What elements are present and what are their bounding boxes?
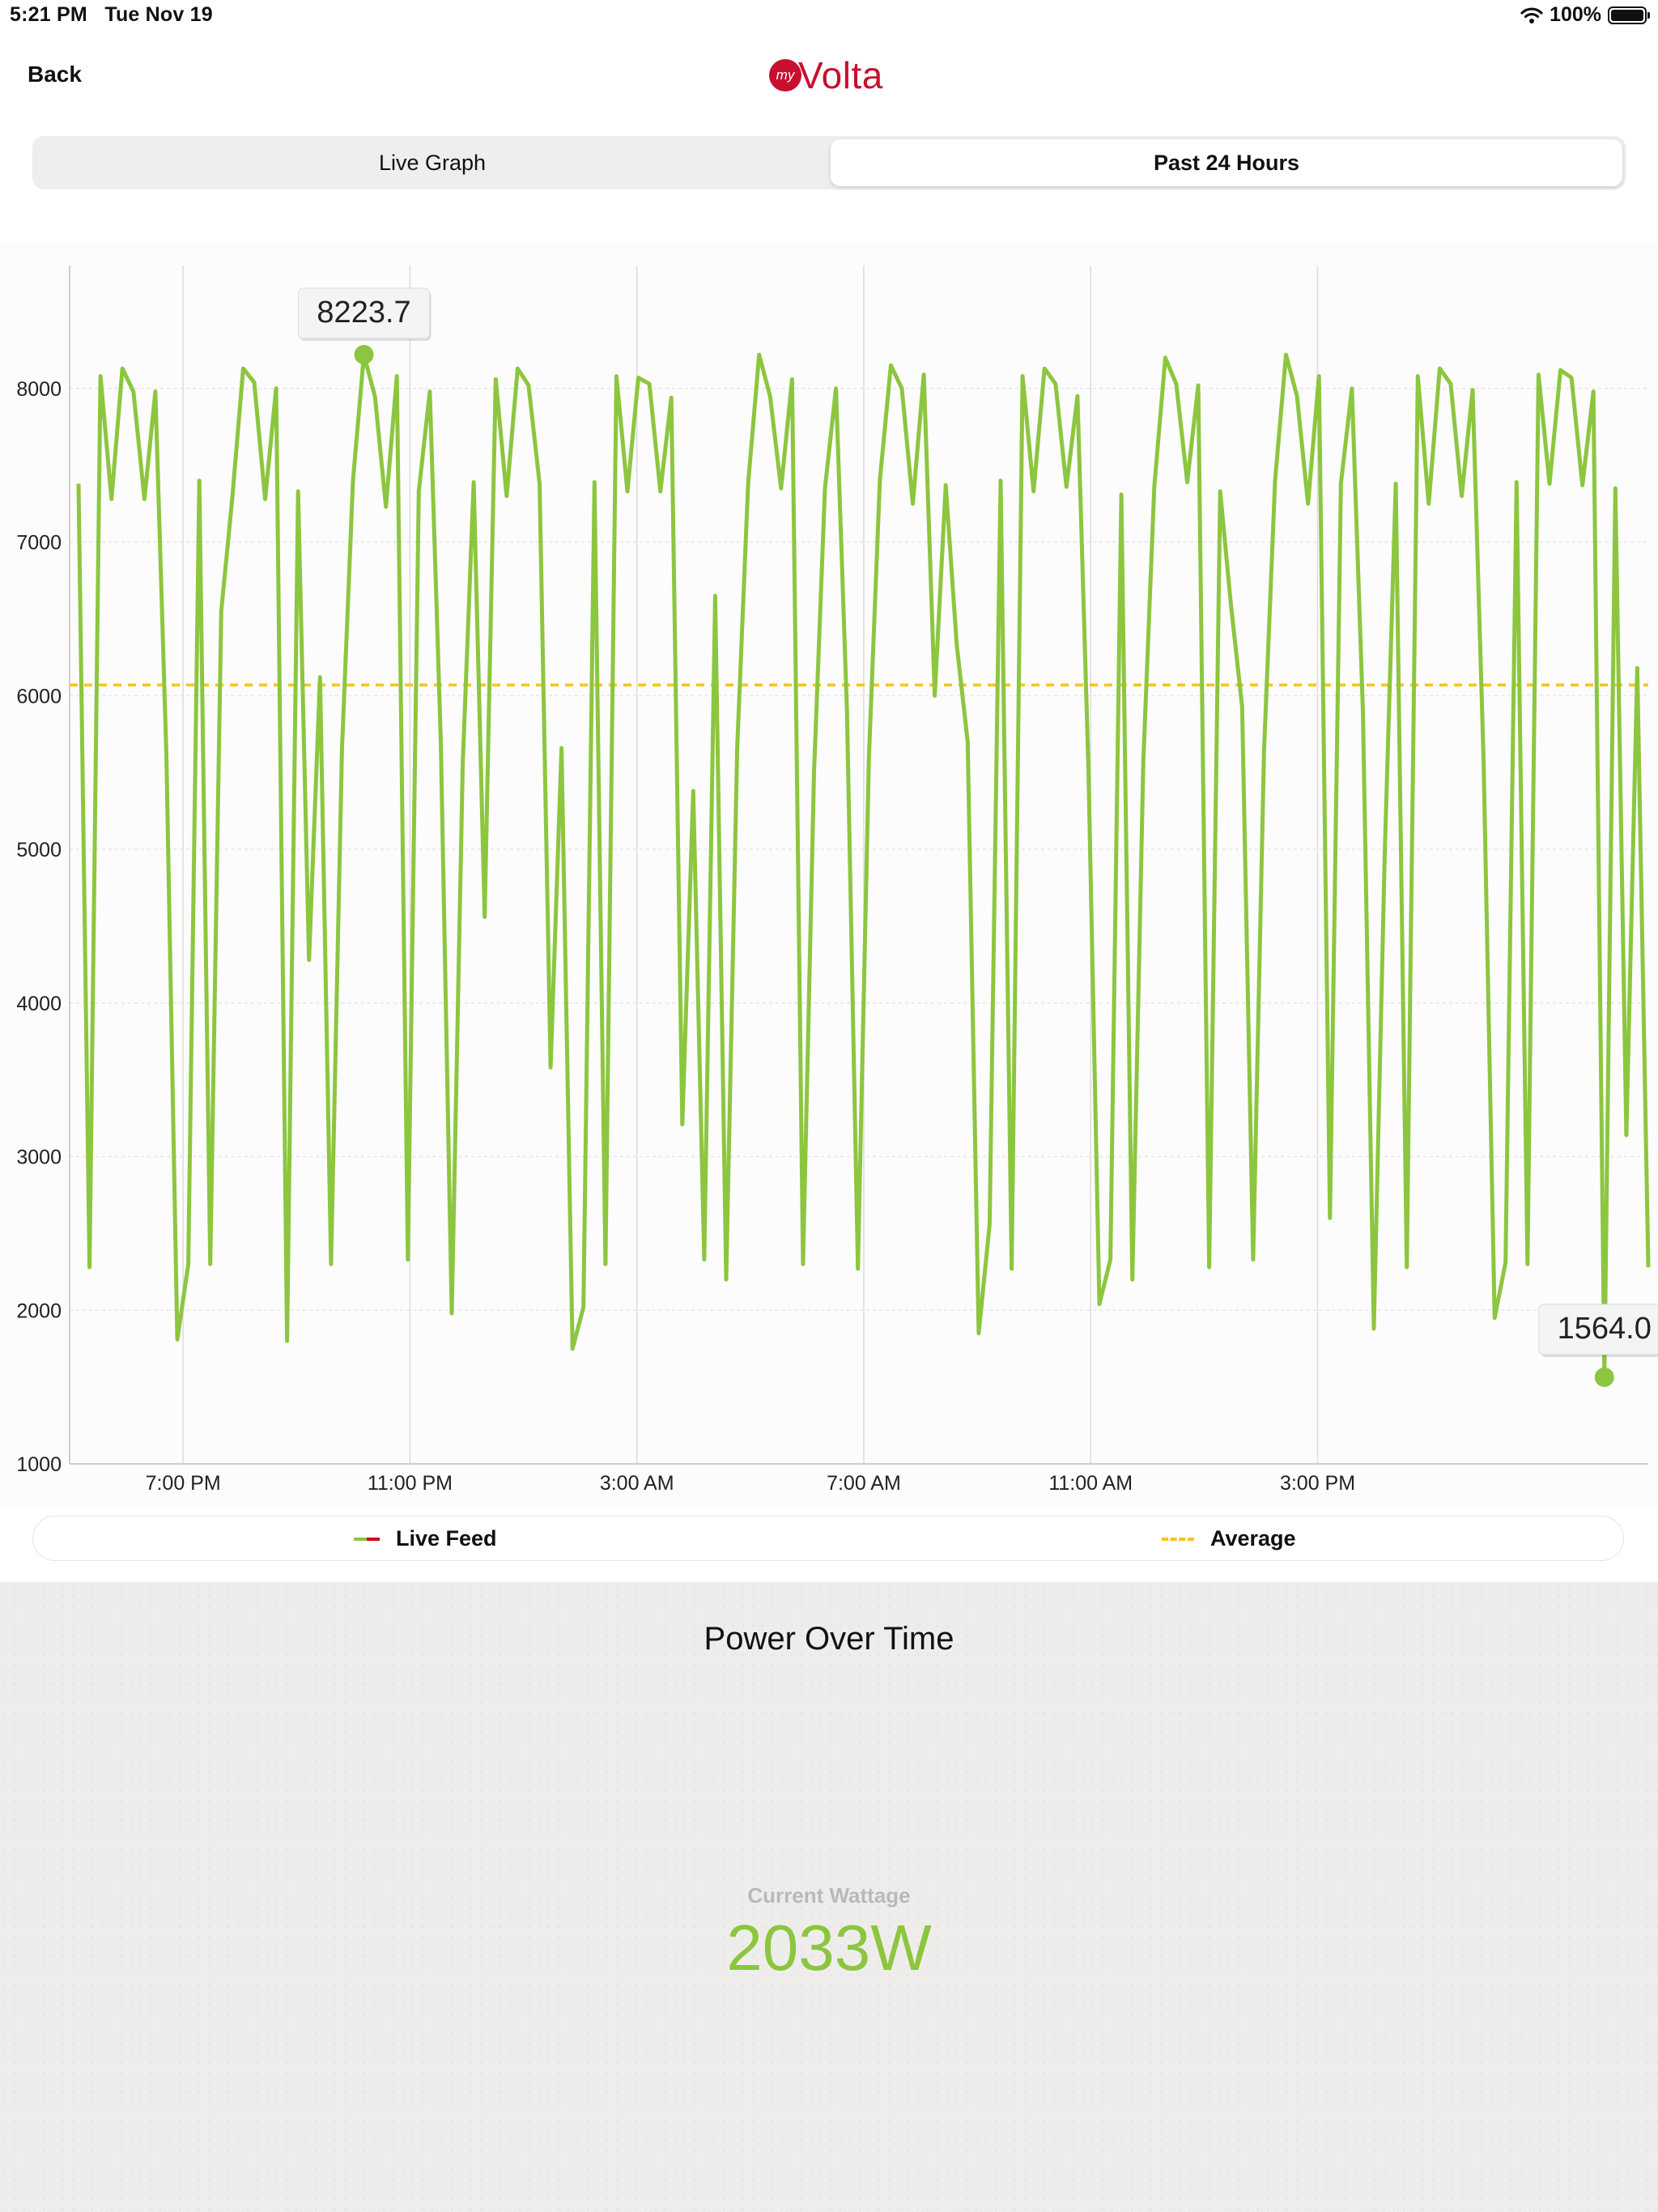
x-tick-label: 11:00 PM [368,1472,453,1495]
battery-percent: 100% [1550,3,1601,26]
y-tick-label: 4000 [16,993,62,1015]
view-segmented-control: Live Graph Past 24 Hours [32,136,1626,189]
y-tick-label: 2000 [16,1300,62,1322]
current-wattage-label: Current Wattage [747,1883,911,1908]
max-callout [298,287,431,339]
y-tick-label: 3000 [16,1146,62,1169]
x-tick-label: 3:00 PM [1280,1472,1355,1495]
y-tick-label: 1000 [16,1453,62,1476]
legend-live-feed[interactable]: Live Feed [354,1526,497,1551]
power-chart-svg: 1000 2000 3000 4000 5000 6000 7000 8000 7:00 PM 1… [16,266,1658,1495]
power-chart: 1000 2000 3000 4000 5000 6000 7000 8000 7:00 PM 1… [0,243,1658,1506]
min-label: 1564.0 [1558,1312,1652,1346]
x-tick-label: 7:00 PM [146,1472,221,1495]
y-tick-label: 5000 [16,839,62,861]
status-date: Tue Nov 19 [104,3,213,26]
live-feed-line [76,352,1651,1380]
legend-live-feed-label: Live Feed [396,1526,497,1551]
average-swatch [1162,1537,1194,1541]
y-tick-label: 7000 [16,532,62,555]
clock: 5:21 PM [10,3,87,26]
tab-live-graph[interactable]: Live Graph [378,150,487,175]
max-label: 8223.7 [317,296,410,330]
power-summary-panel: Power Over Time Current Wattage 2033W [0,1582,1658,2212]
chart-legend: Live Feed Average [32,1516,1624,1561]
min-callout [1538,1304,1658,1355]
tab-past-24-hours[interactable]: Past 24 Hours [831,139,1622,186]
current-wattage-value: 2033W [726,1912,932,1984]
legend-average-label: Average [1210,1526,1296,1551]
live-feed-swatch [354,1537,380,1541]
status-bar: 5:21 PM Tue Nov 19 100% [0,0,1658,32]
max-marker [354,345,374,365]
min-marker [1594,1367,1614,1387]
x-tick-label: 11:00 AM [1048,1472,1133,1495]
y-tick-label: 8000 [16,378,62,401]
legend-average[interactable]: Average [1162,1526,1296,1551]
logo-mark: my [769,59,801,91]
panel-title: Power Over Time [704,1621,954,1657]
x-tick-label: 7:00 AM [827,1472,901,1495]
battery-icon [1608,6,1650,24]
app-logo: my Volta [769,53,883,97]
back-button[interactable]: Back [28,62,82,87]
x-tick-label: 3:00 AM [600,1472,674,1495]
status-indicators: 100% [1520,3,1650,27]
status-time: 5:21 PM Tue Nov 19 [10,3,213,27]
logo-text: Volta [798,54,883,96]
nav-bar: Back my Volta [0,32,1658,113]
wifi-icon [1520,6,1543,23]
y-tick-label: 6000 [16,685,62,708]
